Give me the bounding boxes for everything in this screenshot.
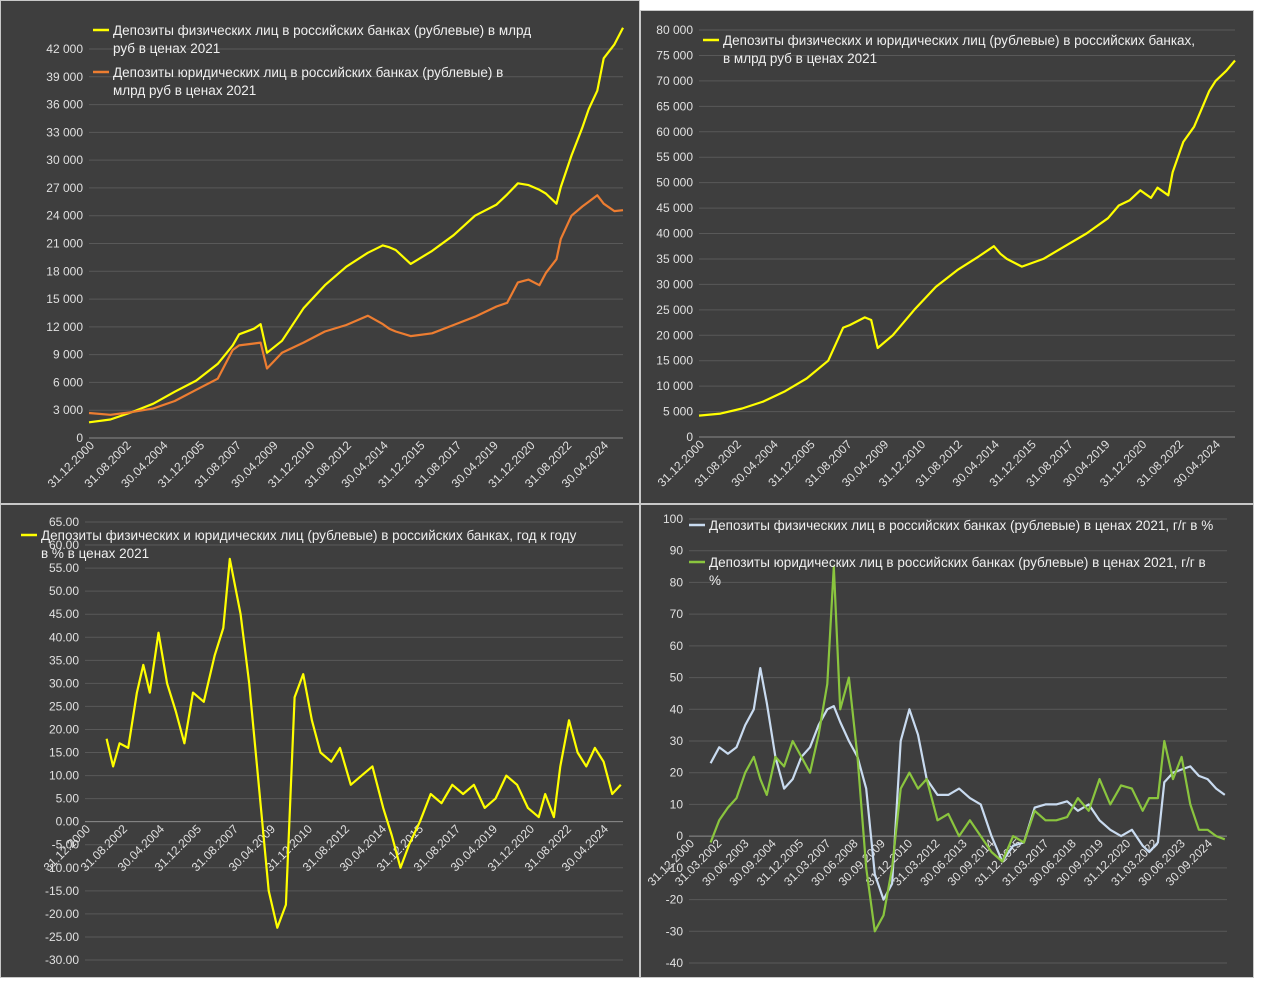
y-tick-label: 70 — [670, 607, 684, 621]
legend-label: % — [709, 573, 721, 588]
chart-3-svg: -30.00 -25.00 -20.00 -15.00 -10.00 -5.00 0.00 5… — [21, 515, 623, 967]
legend-label: млрд руб в ценах 2021 — [113, 83, 256, 98]
y-tick-label: 12 000 — [46, 320, 83, 334]
y-tick-label: 3 000 — [53, 403, 83, 417]
y-tick-label: 20 — [670, 766, 684, 780]
y-tick-label: -20.00 — [45, 907, 79, 921]
y-tick-label: 30.00 — [49, 676, 79, 690]
legend-label: в % в ценах 2021 — [41, 546, 149, 561]
y-tick-label: 65 000 — [656, 99, 693, 113]
y-tick-label: 18 000 — [46, 264, 83, 278]
y-tick-label: -10 — [666, 861, 684, 875]
y-tick-label: 15 000 — [46, 292, 83, 306]
y-tick-label: 39 000 — [46, 70, 83, 84]
y-tick-label: 27 000 — [46, 181, 83, 195]
y-tick-label: 60 — [670, 639, 684, 653]
legend-label: в млрд руб в ценах 2021 — [723, 51, 877, 66]
series-line-1 — [105, 557, 622, 929]
y-tick-label: 40 — [670, 702, 684, 716]
y-tick-label: -40 — [666, 956, 684, 970]
legend-label: Депозиты юридических лиц в российских ба… — [113, 65, 503, 80]
y-tick-label: 35 000 — [656, 252, 693, 266]
y-tick-label: -20 — [666, 893, 684, 907]
y-tick-label: 55 000 — [656, 150, 693, 164]
chart-1-svg: 0 3 000 6 000 9 000 12 000 15 000 18 000 21 000… — [45, 23, 624, 491]
y-tick-label: 70 000 — [656, 74, 693, 88]
y-tick-label: 45.00 — [49, 607, 79, 621]
y-tick-label: 0 — [686, 430, 693, 444]
y-tick-label: 21 000 — [46, 237, 83, 251]
y-tick-label: 24 000 — [46, 209, 83, 223]
legend-label: Депозиты физических и юридических лиц (р… — [723, 33, 1195, 48]
legend-label: руб в ценах 2021 — [113, 41, 220, 56]
y-tick-label: -25.00 — [45, 930, 79, 944]
y-tick-label: 25 000 — [656, 303, 693, 317]
chart-panel-2: 0 5 000 10 000 15 000 20 000 25 000 30 000 35 0… — [640, 10, 1254, 504]
y-tick-label: -10.00 — [45, 861, 79, 875]
y-tick-label: 0 — [76, 431, 83, 445]
y-tick-label: -30.00 — [45, 953, 79, 967]
y-tick-label: 90 — [670, 544, 684, 558]
series-line-2 — [709, 565, 1226, 933]
y-tick-label: 80 — [670, 575, 684, 589]
y-tick-label: 5.00 — [56, 792, 80, 806]
y-tick-label: 30 — [670, 734, 684, 748]
y-tick-label: 0 — [676, 829, 683, 843]
y-tick-label: -5.00 — [52, 838, 80, 852]
y-tick-label: 60 000 — [656, 125, 693, 139]
y-tick-label: 100 — [663, 512, 683, 526]
y-tick-label: 40.00 — [49, 630, 79, 644]
y-tick-label: 50 000 — [656, 176, 693, 190]
legend-label: Депозиты физических лиц в российских бан… — [709, 518, 1213, 533]
y-tick-label: 10 — [670, 797, 684, 811]
y-tick-label: 15.00 — [49, 746, 79, 760]
y-tick-label: 6 000 — [53, 375, 83, 389]
y-tick-label: 65.00 — [49, 515, 79, 529]
y-tick-label: 5 000 — [663, 405, 693, 419]
series-line-1 — [698, 59, 1236, 417]
series-line-1 — [88, 27, 624, 424]
y-tick-label: 50.00 — [49, 584, 79, 598]
y-tick-label: 33 000 — [46, 125, 83, 139]
y-tick-label: -15.00 — [45, 884, 79, 898]
y-tick-label: 55.00 — [49, 561, 79, 575]
series-line-2 — [88, 194, 624, 416]
legend-label: Депозиты юридических лиц в российских ба… — [709, 555, 1206, 570]
y-tick-label: 10 000 — [656, 379, 693, 393]
y-tick-label: 42 000 — [46, 42, 83, 56]
y-tick-label: 36 000 — [46, 98, 83, 112]
y-tick-label: 30 000 — [656, 277, 693, 291]
chart-panel-3: -30.00 -25.00 -20.00 -15.00 -10.00 -5.00 0.00 5… — [0, 504, 640, 978]
y-tick-label: 0.00 — [56, 815, 80, 829]
chart-panel-1: 0 3 000 6 000 9 000 12 000 15 000 18 000 21 000… — [0, 0, 640, 504]
legend-label: Депозиты физических лиц в российских бан… — [113, 23, 531, 38]
y-tick-label: 9 000 — [53, 348, 83, 362]
y-tick-label: 10.00 — [49, 769, 79, 783]
chart-4-svg: -40-30-20-10010203040506070809010031.12.… — [645, 512, 1227, 970]
legend-label: Депозиты физических и юридических лиц (р… — [41, 528, 577, 543]
y-tick-label: 35.00 — [49, 653, 79, 667]
y-tick-label: 60.00 — [49, 538, 79, 552]
chart-2-svg: 0 5 000 10 000 15 000 20 000 25 000 30 000 35 0… — [655, 23, 1236, 490]
y-tick-label: 20 000 — [656, 328, 693, 342]
chart-panel-4: -40 -30 -20 -10 0 10 20 30 40 50 60 70 80 90 100 31.12.… — [640, 504, 1254, 978]
y-tick-label: 75 000 — [656, 48, 693, 62]
y-tick-label: 80 000 — [656, 23, 693, 37]
y-tick-label: 50 — [670, 671, 684, 685]
y-tick-label: 30 000 — [46, 153, 83, 167]
y-tick-label: 40 000 — [656, 227, 693, 241]
y-tick-label: 25.00 — [49, 699, 79, 713]
y-tick-label: 45 000 — [656, 201, 693, 215]
y-tick-label: 20.00 — [49, 722, 79, 736]
y-tick-label: -30 — [666, 924, 684, 938]
y-tick-label: 15 000 — [656, 354, 693, 368]
series-line-1 — [709, 667, 1226, 901]
